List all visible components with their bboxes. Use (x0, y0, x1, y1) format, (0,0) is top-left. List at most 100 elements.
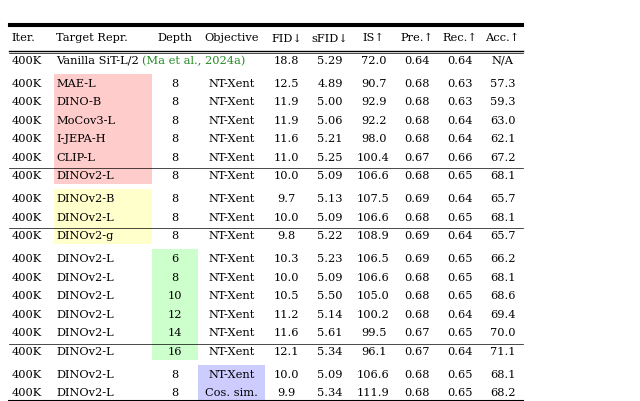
Text: 106.6: 106.6 (357, 272, 390, 282)
Text: 0.63: 0.63 (447, 97, 473, 107)
Text: 10.0: 10.0 (274, 272, 300, 282)
Text: 57.3: 57.3 (490, 79, 515, 89)
Text: NT-Xent: NT-Xent (209, 79, 255, 89)
Text: 63.0: 63.0 (490, 115, 515, 126)
Text: NT-Xent: NT-Xent (209, 134, 255, 144)
Text: 0.63: 0.63 (447, 79, 473, 89)
Text: 0.68: 0.68 (404, 134, 429, 144)
Text: 400K: 400K (12, 194, 42, 204)
Text: Objective: Objective (205, 33, 259, 43)
Text: 0.66: 0.66 (447, 152, 473, 162)
Bar (198, 383, 265, 401)
Text: Depth: Depth (158, 33, 193, 43)
Text: 65.7: 65.7 (490, 231, 515, 241)
Text: 400K: 400K (12, 152, 42, 162)
Text: NT-Xent: NT-Xent (209, 309, 255, 319)
Text: 5.23: 5.23 (317, 254, 343, 264)
Bar (152, 286, 198, 305)
Text: 68.1: 68.1 (490, 171, 515, 181)
Bar (54, 75, 152, 93)
Text: 5.09: 5.09 (317, 369, 343, 379)
Text: 0.68: 0.68 (404, 97, 429, 107)
Text: 0.64: 0.64 (404, 56, 429, 66)
Text: DINOv2-L: DINOv2-L (56, 212, 114, 222)
Text: 8: 8 (172, 134, 179, 144)
Bar (54, 227, 152, 245)
Text: 5.22: 5.22 (317, 231, 343, 241)
Text: 0.69: 0.69 (404, 254, 429, 264)
Text: 0.65: 0.65 (447, 272, 473, 282)
Text: 105.0: 105.0 (357, 291, 390, 300)
Text: 92.2: 92.2 (361, 115, 387, 126)
Text: 5.00: 5.00 (317, 97, 343, 107)
Text: 400K: 400K (12, 56, 42, 66)
Text: 8: 8 (172, 171, 179, 181)
Text: 400K: 400K (12, 346, 42, 356)
Text: 98.0: 98.0 (361, 134, 387, 144)
Text: sFID↓: sFID↓ (312, 33, 349, 43)
Text: 6: 6 (172, 254, 179, 264)
Text: 0.68: 0.68 (404, 212, 429, 222)
Text: MAE-L: MAE-L (56, 79, 96, 89)
Text: 12.1: 12.1 (274, 346, 300, 356)
Text: 5.34: 5.34 (317, 387, 343, 397)
Bar (54, 208, 152, 227)
Bar (152, 342, 198, 360)
Text: NT-Xent: NT-Xent (209, 272, 255, 282)
Text: 0.68: 0.68 (404, 291, 429, 300)
Text: 8: 8 (172, 152, 179, 162)
Text: DINOv2-g: DINOv2-g (56, 231, 113, 241)
Text: 400K: 400K (12, 134, 42, 144)
Text: 8: 8 (172, 194, 179, 204)
Text: 9.7: 9.7 (278, 194, 296, 204)
Text: 0.64: 0.64 (447, 309, 473, 319)
Text: CLIP-L: CLIP-L (56, 152, 95, 162)
Text: 0.64: 0.64 (447, 194, 473, 204)
Text: 400K: 400K (12, 327, 42, 337)
Text: 0.65: 0.65 (447, 291, 473, 300)
Text: 11.6: 11.6 (274, 327, 300, 337)
Text: 400K: 400K (12, 291, 42, 300)
Text: 92.9: 92.9 (361, 97, 387, 107)
Text: 68.2: 68.2 (490, 387, 515, 397)
Text: 0.64: 0.64 (447, 231, 473, 241)
Text: 0.69: 0.69 (404, 231, 429, 241)
Text: 5.50: 5.50 (317, 291, 343, 300)
Text: 106.6: 106.6 (357, 369, 390, 379)
Text: 11.6: 11.6 (274, 134, 300, 144)
Text: 0.67: 0.67 (404, 327, 429, 337)
Text: NT-Xent: NT-Xent (209, 152, 255, 162)
Text: 0.64: 0.64 (447, 56, 473, 66)
Text: 0.65: 0.65 (447, 327, 473, 337)
Text: 12.5: 12.5 (274, 79, 300, 89)
Text: 400K: 400K (12, 369, 42, 379)
Bar (54, 111, 152, 130)
Text: 400K: 400K (12, 171, 42, 181)
Text: NT-Xent: NT-Xent (209, 171, 255, 181)
Text: NT-Xent: NT-Xent (209, 194, 255, 204)
Text: DINOv2-L: DINOv2-L (56, 272, 114, 282)
Text: Rec.↑: Rec.↑ (443, 33, 477, 43)
Text: DINOv2-L: DINOv2-L (56, 291, 114, 300)
Text: 5.14: 5.14 (317, 309, 343, 319)
Text: DINOv2-L: DINOv2-L (56, 369, 114, 379)
Text: Iter.: Iter. (12, 33, 35, 43)
Text: 0.64: 0.64 (447, 346, 473, 356)
Text: DINO-B: DINO-B (56, 97, 101, 107)
Text: 66.2: 66.2 (490, 254, 515, 264)
Text: FID↓: FID↓ (271, 33, 302, 43)
Text: 10.0: 10.0 (274, 212, 300, 222)
Text: 0.68: 0.68 (404, 387, 429, 397)
Text: 0.68: 0.68 (404, 115, 429, 126)
Text: 100.2: 100.2 (357, 309, 390, 319)
Bar (54, 190, 152, 208)
Text: 0.65: 0.65 (447, 369, 473, 379)
Bar (54, 148, 152, 166)
Text: 0.65: 0.65 (447, 254, 473, 264)
Text: 5.29: 5.29 (317, 56, 343, 66)
Text: 10.0: 10.0 (274, 369, 300, 379)
Text: 68.1: 68.1 (490, 212, 515, 222)
Text: 10.5: 10.5 (274, 291, 300, 300)
Text: N/A: N/A (492, 56, 513, 66)
Text: 8: 8 (172, 272, 179, 282)
